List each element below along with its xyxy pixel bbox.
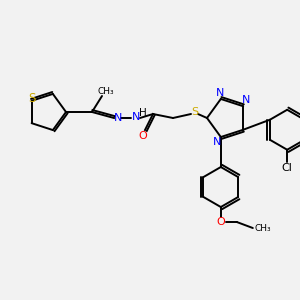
Text: S: S <box>28 92 35 105</box>
Text: H: H <box>139 108 147 118</box>
Text: O: O <box>139 131 147 141</box>
Text: CH₃: CH₃ <box>98 86 114 95</box>
Text: CH₃: CH₃ <box>254 224 271 232</box>
Text: N: N <box>132 112 140 122</box>
Text: N: N <box>213 137 221 147</box>
Text: N: N <box>114 113 122 123</box>
Text: N: N <box>216 88 224 98</box>
Text: Cl: Cl <box>282 163 292 173</box>
Text: O: O <box>216 217 225 227</box>
Text: N: N <box>242 95 250 105</box>
Text: S: S <box>191 107 199 117</box>
